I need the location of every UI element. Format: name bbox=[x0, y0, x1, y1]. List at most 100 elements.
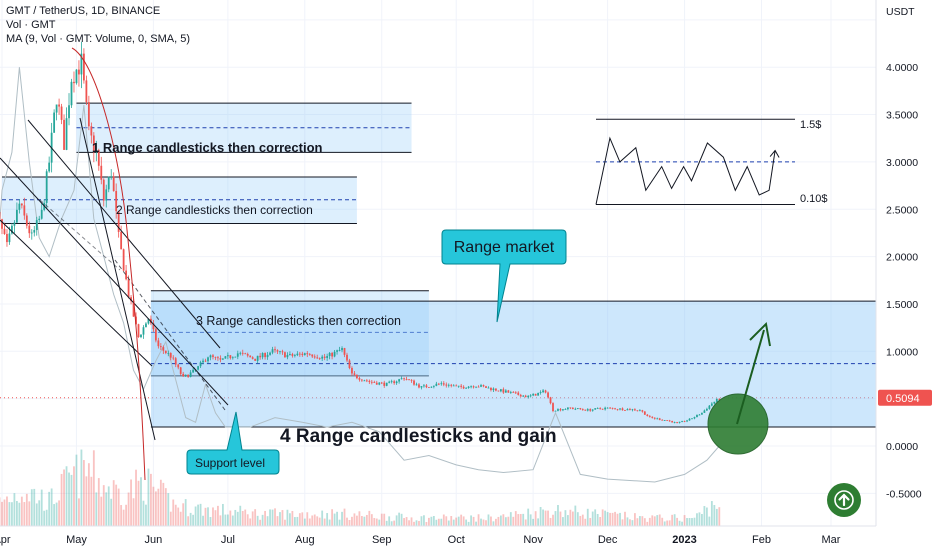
volume-bar bbox=[46, 510, 48, 526]
volume-bar bbox=[599, 517, 601, 526]
volume-bar bbox=[157, 489, 159, 526]
x-tick-label: Aug bbox=[295, 534, 315, 546]
volume-bar bbox=[371, 514, 373, 526]
volume-bar bbox=[267, 516, 269, 526]
volume-bar bbox=[125, 505, 127, 526]
volume-bar bbox=[110, 499, 112, 526]
volume-bar bbox=[217, 506, 219, 526]
volume-bar bbox=[704, 506, 706, 526]
ma-line[interactable]: MA (9, Vol · GMT: Volume, 0, SMA, 5) bbox=[6, 32, 190, 46]
y-tick-label: 1.5000 bbox=[886, 299, 918, 311]
volume-bar bbox=[634, 513, 636, 526]
volume-bar bbox=[195, 506, 197, 526]
volume-bar bbox=[435, 520, 437, 526]
volume-bar bbox=[212, 507, 214, 526]
volume-bar bbox=[396, 515, 398, 526]
volume-bar bbox=[311, 515, 313, 526]
volume-bar bbox=[274, 508, 276, 526]
volume-bar bbox=[612, 513, 614, 526]
candle bbox=[85, 76, 87, 105]
volume-bar bbox=[190, 513, 192, 526]
candle bbox=[125, 265, 127, 280]
volume-bar bbox=[249, 518, 251, 526]
volume-bar bbox=[359, 511, 361, 526]
volume-bar bbox=[21, 497, 23, 526]
volume-bar bbox=[669, 520, 671, 526]
volume-bar bbox=[418, 521, 420, 526]
volume-bar bbox=[706, 508, 708, 526]
support-level-label: Support level bbox=[195, 456, 265, 470]
volume-bar bbox=[341, 512, 343, 526]
volume-bar bbox=[507, 517, 509, 526]
volume-bar bbox=[128, 493, 130, 526]
volume-bar bbox=[646, 522, 648, 526]
volume-bar bbox=[301, 512, 303, 526]
x-tick-label: Oct bbox=[448, 534, 465, 546]
candle bbox=[48, 157, 50, 173]
volume-bar bbox=[393, 521, 395, 526]
volume-bar bbox=[170, 512, 172, 526]
volume-bar bbox=[500, 516, 502, 526]
volume-bar bbox=[244, 510, 246, 526]
volume-bar bbox=[453, 520, 455, 526]
volume-bar bbox=[636, 518, 638, 526]
candle bbox=[224, 356, 226, 359]
volume-bar bbox=[207, 507, 209, 526]
volume-bar bbox=[4, 500, 6, 526]
volume-bar bbox=[537, 518, 539, 526]
volume-bar bbox=[105, 492, 107, 526]
volume-bar bbox=[639, 516, 641, 526]
y-tick-label: 4.0000 bbox=[886, 62, 918, 74]
volume-bar bbox=[460, 515, 462, 526]
volume-bar bbox=[227, 514, 229, 526]
volume-bar bbox=[376, 519, 378, 526]
volume-bar bbox=[187, 516, 189, 526]
volume-bar bbox=[237, 512, 239, 526]
volume-bar bbox=[438, 519, 440, 526]
volume-bar bbox=[542, 510, 544, 526]
scroll-up-button[interactable] bbox=[827, 483, 861, 517]
volume-bar bbox=[78, 498, 80, 526]
volume-bar bbox=[180, 512, 182, 526]
zone-2-label: 2 Range candlesticks then correction bbox=[116, 203, 313, 217]
candle bbox=[537, 393, 539, 396]
volume-bar bbox=[18, 503, 20, 526]
volume-bar bbox=[185, 499, 187, 526]
candle bbox=[666, 420, 668, 421]
candle bbox=[76, 69, 78, 84]
volume-bar bbox=[339, 520, 341, 526]
volume-bar bbox=[291, 511, 293, 526]
candle bbox=[63, 115, 65, 150]
volume-bar bbox=[689, 518, 691, 526]
volume-bar bbox=[262, 515, 264, 526]
last-price-tag: 0.5094 bbox=[878, 390, 932, 406]
volume-bar bbox=[403, 518, 405, 526]
volume-bar bbox=[135, 470, 137, 526]
symbol-line[interactable]: GMT / TetherUS, 1D, BINANCE bbox=[6, 4, 190, 18]
candle bbox=[61, 104, 63, 124]
volume-bar bbox=[123, 510, 125, 526]
volume-bar bbox=[118, 489, 120, 526]
volume-bar bbox=[197, 505, 199, 526]
volume-line[interactable]: Vol · GMT bbox=[6, 18, 190, 32]
volume-bar bbox=[463, 516, 465, 526]
candle bbox=[155, 328, 157, 343]
volume-bar bbox=[656, 515, 658, 526]
volume-bar bbox=[493, 521, 495, 526]
volume-bar bbox=[696, 513, 698, 526]
volume-bar bbox=[58, 500, 60, 526]
volume-bar bbox=[264, 511, 266, 526]
volume-bar bbox=[445, 516, 447, 526]
volume-bar bbox=[629, 519, 631, 526]
volume-bar bbox=[150, 474, 152, 526]
volume-bar bbox=[48, 492, 50, 526]
volume-bar bbox=[71, 475, 73, 526]
volume-bar bbox=[373, 518, 375, 526]
volume-bar bbox=[38, 500, 40, 526]
volume-bar bbox=[433, 516, 435, 526]
volume-bar bbox=[61, 474, 63, 526]
volume-bar bbox=[448, 521, 450, 526]
candle bbox=[145, 322, 147, 327]
